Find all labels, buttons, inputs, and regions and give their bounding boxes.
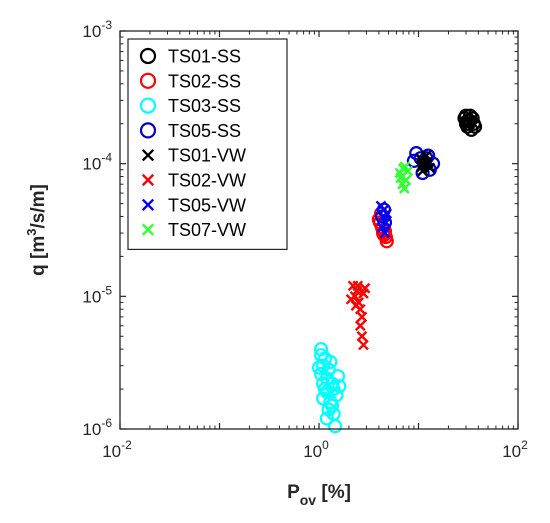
data-point — [358, 339, 369, 351]
data-point — [321, 362, 336, 377]
legend-marker — [139, 47, 157, 65]
data-point — [327, 419, 343, 434]
legend-entry: TS07-VW — [168, 220, 246, 240]
legend-box — [127, 38, 288, 250]
legend-marker — [141, 198, 155, 211]
legend-entry: TS01-SS — [168, 47, 241, 67]
legend-entry: TS02-SS — [168, 71, 241, 91]
legend-marker — [139, 122, 157, 139]
y-tick-label: 10-4 — [82, 151, 112, 174]
data-point — [467, 119, 483, 134]
legend-entry: TS01-VW — [168, 146, 246, 166]
data-point — [359, 282, 371, 294]
x-axis-label: Pov [%] — [287, 482, 351, 508]
x-tick-label: 102 — [502, 438, 528, 461]
data-point — [398, 183, 410, 194]
y-tick-label: 10-5 — [82, 283, 112, 306]
series-ts03-ss — [311, 342, 347, 434]
y-tick-label: 10-6 — [82, 416, 112, 439]
data-point — [350, 300, 362, 312]
data-point — [323, 354, 338, 370]
data-point — [352, 280, 364, 292]
legend: TS01-SS TS02-SS TS03-SS TS05-SS TS01-VW TS02-… — [127, 38, 288, 250]
series-ts05-vw — [375, 200, 393, 239]
data-point — [416, 161, 428, 172]
data-point — [379, 227, 391, 239]
data-point — [421, 150, 432, 161]
legend-marker — [139, 97, 157, 114]
legend-marker — [139, 72, 157, 89]
y-axis-label: q [m3/s/m] — [24, 184, 49, 276]
data-point — [399, 161, 411, 172]
data-point — [319, 411, 334, 426]
axis-ticks: 10-2 100 102 10-6 10-5 10-4 10-3 — [82, 18, 528, 461]
data-point — [324, 398, 340, 413]
data-point — [316, 391, 331, 406]
legend-entry: TS05-SS — [168, 121, 241, 141]
x-tick-label: 10-2 — [102, 438, 132, 461]
data-point — [395, 172, 406, 184]
legend-marker — [141, 223, 155, 236]
x-tick-label: 100 — [303, 438, 329, 461]
data-marks — [311, 108, 483, 434]
data-point — [381, 208, 393, 219]
series-ts01-ss — [457, 108, 483, 137]
legend-entry: TS03-SS — [168, 96, 241, 116]
data-point — [356, 311, 368, 323]
series-ts07-vw — [394, 161, 414, 194]
series-ts02-vw — [345, 280, 371, 351]
legend-entry: TS02-VW — [168, 171, 246, 191]
data-point — [311, 360, 327, 375]
legend-marker — [141, 173, 155, 187]
data-point — [376, 222, 388, 233]
series-ts01-vw — [415, 150, 436, 177]
legend-entry: TS05-VW — [168, 195, 246, 215]
data-point — [330, 369, 346, 384]
y-tick-label: 10-3 — [82, 18, 112, 41]
axis-labels: Pov [%] q [m3/s/m] — [24, 184, 351, 508]
data-point — [354, 320, 366, 332]
legend-marker — [141, 149, 155, 162]
data-point — [317, 381, 333, 397]
data-point — [332, 379, 347, 394]
data-point — [356, 330, 368, 342]
data-point — [418, 155, 430, 167]
